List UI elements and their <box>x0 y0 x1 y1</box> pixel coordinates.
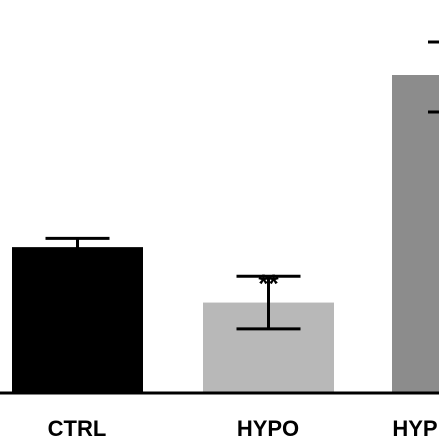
bar-ctrl <box>12 247 143 393</box>
error-bars <box>45 236 301 331</box>
significance-hypo: ** <box>258 269 279 299</box>
tick-label-hypo: HYPO <box>237 416 299 439</box>
tick-label-hyp: HYP <box>392 416 437 439</box>
bar-hyp <box>392 75 439 393</box>
third-bar-extras <box>428 40 439 114</box>
annotations: ** <box>258 269 279 299</box>
category-labels: CTRL HYPO HYP <box>48 416 438 439</box>
error-bar-ctrl <box>45 236 110 256</box>
error-bar-hypo <box>236 274 301 331</box>
bars <box>12 75 439 393</box>
tick-label-ctrl: CTRL <box>48 416 107 439</box>
